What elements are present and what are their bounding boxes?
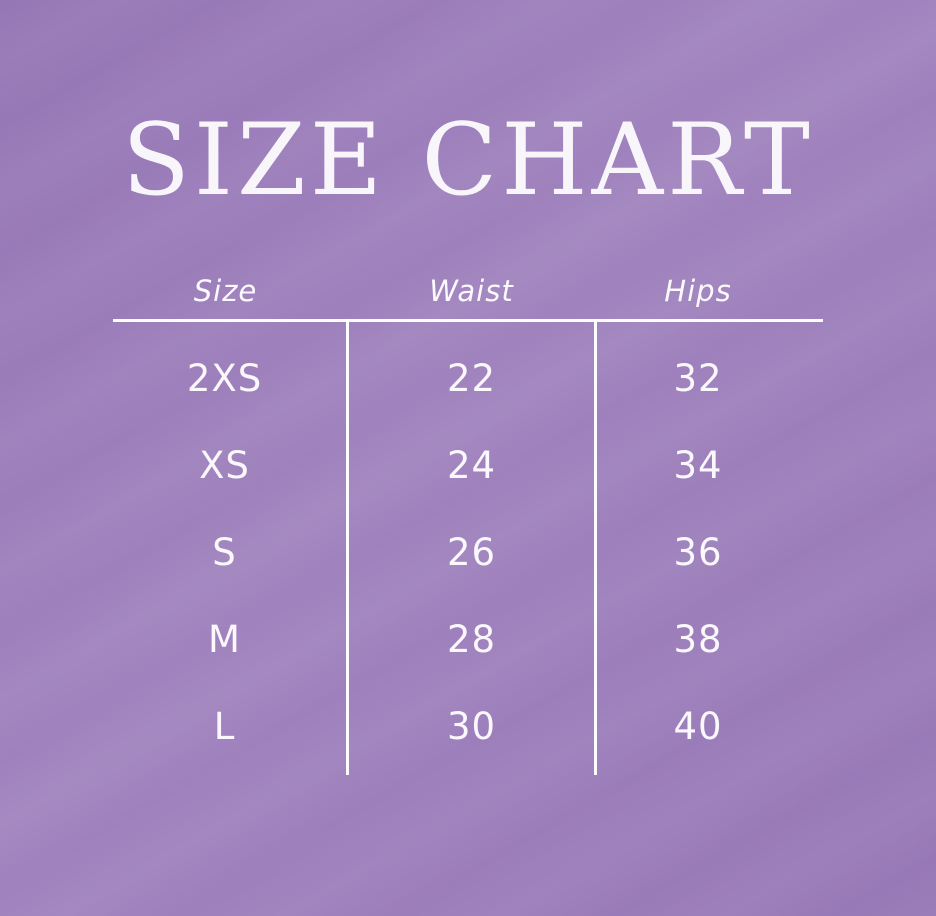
size-cell: L: [213, 705, 236, 748]
table-row: 2XS 22 32: [113, 335, 823, 422]
size-cell: XS: [199, 444, 250, 487]
column-header-size: Size: [193, 274, 258, 308]
waist-cell: 22: [446, 357, 497, 400]
table-body: 2XS 22 32 XS 24 34 S 26 36 M 28 38 L 30 …: [113, 335, 823, 770]
waist-cell: 30: [446, 705, 497, 748]
waist-cell: 28: [446, 618, 497, 661]
waist-cell: 24: [446, 444, 497, 487]
size-cell: 2XS: [186, 357, 263, 400]
waist-cell: 26: [446, 531, 497, 574]
header-divider-line: [113, 319, 823, 322]
table-row: S 26 36: [113, 509, 823, 596]
table-row: L 30 40: [113, 683, 823, 770]
hips-cell: 34: [673, 444, 723, 487]
hips-cell: 32: [673, 357, 723, 400]
table-row: XS 24 34: [113, 422, 823, 509]
size-cell: M: [208, 618, 241, 661]
table-header-row: Size Waist Hips: [113, 268, 823, 314]
hips-cell: 40: [673, 705, 723, 748]
table-row: M 28 38: [113, 596, 823, 683]
page-title: SIZE CHART: [122, 103, 814, 218]
column-divider-line-1: [346, 322, 349, 775]
hips-cell: 38: [673, 618, 723, 661]
column-header-hips: Hips: [664, 274, 732, 308]
size-cell: S: [212, 531, 237, 574]
hips-cell: 36: [673, 531, 723, 574]
column-divider-line-2: [594, 322, 597, 775]
column-header-waist: Waist: [429, 274, 514, 308]
